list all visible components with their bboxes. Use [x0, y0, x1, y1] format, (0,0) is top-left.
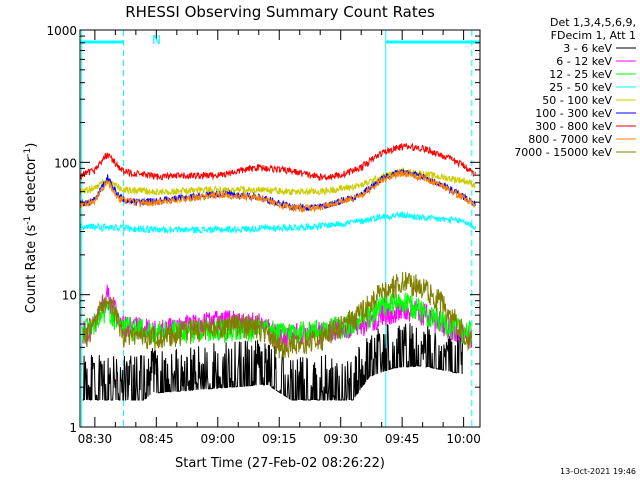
x-tick-label-0: 08:30	[78, 432, 113, 446]
legend-entry-7: 800 - 7000 keV	[528, 133, 612, 146]
x-tick-label-2: 09:00	[200, 432, 235, 446]
series-line-8	[82, 271, 472, 359]
y-label-sup2: -1	[23, 148, 33, 157]
legend-entry-5: 100 - 300 keV	[535, 107, 612, 120]
x-axis-label: Start Time (27-Feb-02 08:26:22)	[175, 456, 385, 471]
legend-header-0: Det 1,3,4,5,6,9,	[550, 16, 636, 29]
y-label-mid: detector	[24, 156, 39, 216]
attenuator-marker: N	[152, 33, 161, 47]
x-tick-label-5: 09:45	[385, 432, 420, 446]
series-line-6	[79, 142, 476, 181]
legend-entry-4: 50 - 100 keV	[542, 94, 612, 107]
y-tick-label-1: 10	[62, 289, 77, 303]
series-lines	[79, 142, 476, 401]
y-label-sup1: -1	[23, 216, 33, 225]
legend-entry-2: 12 - 25 keV	[549, 68, 612, 81]
legend-entry-0: 3 - 6 keV	[563, 42, 612, 55]
y-axis-label: Count Rate (s-1 detector-1)	[23, 143, 39, 314]
plot-frame	[79, 29, 481, 428]
legend-entry-6: 300 - 800 keV	[535, 120, 612, 133]
y-label-end: )	[24, 143, 39, 148]
series-line-2	[82, 292, 472, 345]
series-line-4	[79, 166, 476, 196]
y-tick-label-3: 1000	[46, 24, 77, 38]
series-line-3	[79, 210, 476, 235]
footer-timestamp: 13-Oct-2021 19:46	[560, 467, 636, 476]
legend: Det 1,3,4,5,6,9,FDecim 1, Att 13 - 6 keV…	[514, 16, 636, 159]
legend-entry-1: 6 - 12 keV	[556, 55, 612, 68]
x-tick-label-1: 08:45	[139, 432, 174, 446]
legend-entry-8: 7000 - 15000 keV	[514, 146, 612, 159]
series-line-7	[79, 170, 476, 214]
y-label-main: Count Rate (s	[24, 225, 39, 314]
x-tick-label-3: 09:15	[262, 432, 297, 446]
x-axis: 08:30 08:45 09:00 09:15 09:30 09:45 10:00	[78, 30, 481, 446]
legend-entry-3: 25 - 50 keV	[549, 81, 612, 94]
series-line-0	[82, 323, 464, 401]
y-tick-label-0: 1	[69, 421, 77, 435]
y-tick-label-2: 100	[54, 156, 77, 170]
chart-title: RHESSI Observing Summary Count Rates	[125, 3, 435, 21]
y-axis: 1 10 100 1000	[46, 24, 480, 435]
legend-header-1: FDecim 1, Att 1	[551, 29, 636, 42]
x-tick-label-6: 10:00	[446, 432, 481, 446]
x-tick-label-4: 09:30	[323, 432, 358, 446]
